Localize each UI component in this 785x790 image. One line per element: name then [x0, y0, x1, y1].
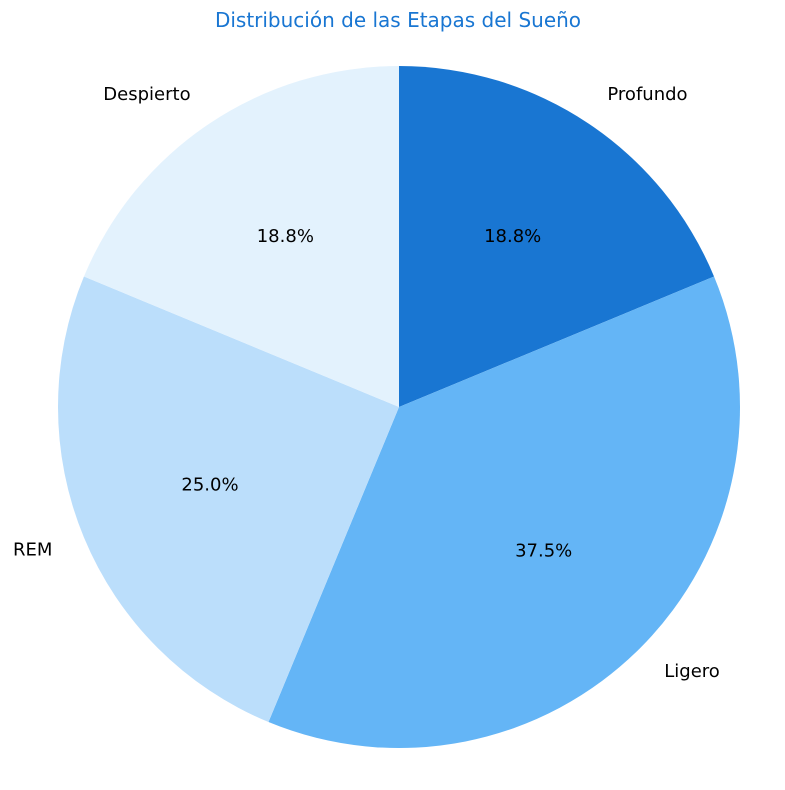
- pie-labels: Profundo 18.8% Ligero 37.5% REM 25.0% Despiert…: [13, 84, 720, 682]
- slice-label-despierto: Despierto: [103, 84, 190, 105]
- chart-title: Distribución de las Etapas del Sueño: [215, 8, 581, 32]
- slice-label-rem: REM: [13, 540, 52, 561]
- slice-label-profundo: Profundo: [607, 84, 687, 105]
- slice-percent-profundo: 18.8%: [484, 226, 541, 247]
- slice-percent-rem: 25.0%: [181, 474, 238, 495]
- pie-slice-profundo: [399, 66, 715, 407]
- pie-slices: [57, 66, 740, 748]
- pie-slice-ligero: [268, 276, 740, 748]
- slice-label-ligero: Ligero: [664, 661, 720, 682]
- slice-percent-despierto: 18.8%: [257, 226, 314, 247]
- pie-slice-despierto: [83, 66, 399, 407]
- pie-slice-rem: [57, 276, 399, 723]
- slice-percent-ligero: 37.5%: [515, 541, 572, 562]
